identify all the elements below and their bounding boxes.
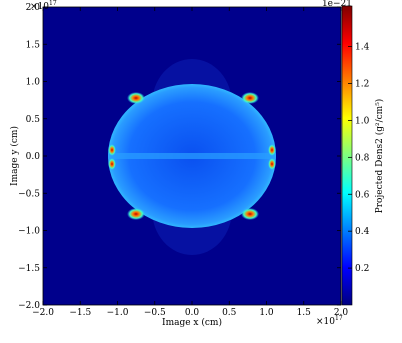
offset-exponent: 17 xyxy=(49,0,57,7)
y-offset: ×1017 xyxy=(30,0,57,12)
y-tick-label: 1.5 xyxy=(26,40,41,50)
hot-spot xyxy=(241,208,259,220)
y-tick-label: 2.0 xyxy=(26,3,41,13)
x-tick-label: 0.5 xyxy=(222,308,237,318)
x-tick-label: 0.0 xyxy=(185,308,200,318)
colorbar-tick-label: 1.0 xyxy=(355,116,370,126)
hot-spot xyxy=(108,158,116,170)
colorbar xyxy=(341,5,353,306)
colorbar-tick-label: 1.2 xyxy=(355,80,369,90)
hot-spot xyxy=(127,92,145,104)
projection-image xyxy=(43,7,341,305)
colorbar-tick-label: 0.2 xyxy=(355,264,369,274)
y-tick-label: −1.0 xyxy=(18,227,40,237)
offset-base: ×10 xyxy=(316,317,335,327)
y-tick-label: 0.5 xyxy=(26,115,41,125)
colorbar-tick-label: 1.4 xyxy=(355,43,370,53)
y-tick-label: −1.5 xyxy=(18,264,40,274)
hot-spot xyxy=(108,144,116,156)
colorbar-tick-label: 0.8 xyxy=(355,153,370,163)
offset-exponent: 17 xyxy=(335,315,343,322)
y-tick-label: −2.0 xyxy=(18,301,40,311)
x-tick-label: 2.0 xyxy=(334,308,349,318)
hot-spot xyxy=(127,208,145,220)
x-tick-label: −1.0 xyxy=(107,308,129,318)
colorbar-tick-label: 0.4 xyxy=(355,227,370,237)
y-axis-label: Image y (cm) xyxy=(9,126,20,186)
x-offset: ×1017 xyxy=(316,315,343,327)
x-axis-label: Image x (cm) xyxy=(162,317,222,328)
y-tick-label: −0.5 xyxy=(18,189,40,199)
hot-spot xyxy=(268,158,276,170)
x-tick-label: −1.5 xyxy=(69,308,91,318)
y-tick-label: 1.0 xyxy=(26,78,41,88)
colorbar-label: Projected Dens2 (g²/cm⁵) xyxy=(374,99,385,214)
offset-base: ×10 xyxy=(30,2,49,12)
x-tick-label: −2.0 xyxy=(32,308,54,318)
x-tick-label: 1.5 xyxy=(297,308,312,318)
hot-spot xyxy=(268,144,276,156)
x-tick-label: −0.5 xyxy=(144,308,166,318)
colorbar-offset: 1e−21 xyxy=(322,0,352,9)
equator xyxy=(108,153,276,159)
x-tick-label: 1.0 xyxy=(259,308,274,318)
y-tick-label: 0.0 xyxy=(26,152,41,162)
colorbar-tick-label: 0.6 xyxy=(355,190,370,200)
hot-spot xyxy=(241,92,259,104)
